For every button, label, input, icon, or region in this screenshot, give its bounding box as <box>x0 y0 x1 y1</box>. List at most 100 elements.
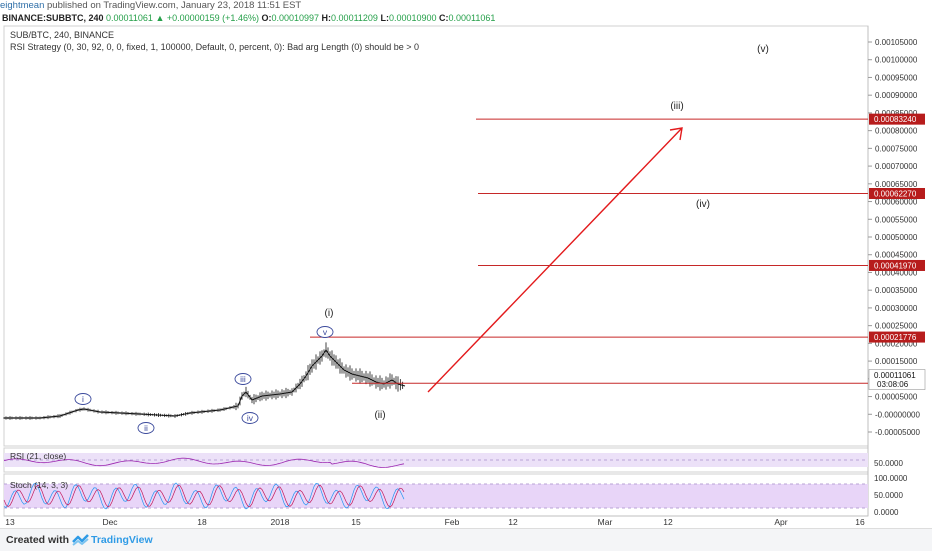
countdown-label-text: 03:08:06 <box>877 380 909 389</box>
x-tick-label-0: 13 <box>5 517 15 527</box>
x-tick-label-6: 12 <box>508 517 518 527</box>
tradingview-brand[interactable]: TradingView <box>91 534 153 546</box>
last-price-label-bg <box>868 369 926 390</box>
x-tick-label-7: Mar <box>598 517 613 527</box>
wave-label-4: v <box>323 327 328 337</box>
y-tick-label-0: 0.00105000 <box>875 38 918 47</box>
wave-circle-2 <box>234 373 252 385</box>
y-tick-label-5: 0.00080000 <box>875 127 918 136</box>
last-price-label-text: 0.00011061 <box>874 371 916 380</box>
y-tick-label-12: 0.00045000 <box>875 251 918 260</box>
symbol-info-bar: BINANCE:SUBBTC, 240 0.00011061 ▲ +0.0000… <box>2 12 495 24</box>
y-tick-label-21: -0.00000000 <box>875 410 920 419</box>
y-tick-label-16: 0.00025000 <box>875 322 918 331</box>
high-label: H: <box>321 13 332 23</box>
y-tick-label-11: 0.00050000 <box>875 233 918 242</box>
x-tick-label-4: 15 <box>351 517 361 527</box>
x-tick-label-1: Dec <box>102 517 118 527</box>
y-tick-label-22: -0.00005000 <box>875 428 920 437</box>
price-label-text-3: 0.00021776 <box>874 333 917 342</box>
wave-label-3: iv <box>247 413 254 423</box>
stoch-tick-100: 100.0000 <box>874 474 908 483</box>
created-with-text: Created with <box>6 534 70 546</box>
stoch-label: Stoch (14, 3, 3) <box>10 480 68 490</box>
open-value: 0.00010997 <box>271 13 320 23</box>
stoch-tick-0: 0.0000 <box>874 508 899 517</box>
wave-label-5: (i) <box>325 308 334 319</box>
stoch-k-line <box>3 482 405 510</box>
y-tick-label-17: 0.00020000 <box>875 339 918 348</box>
footer: Created with TradingView <box>0 528 932 551</box>
price-label-text-0: 0.00083240 <box>874 115 917 124</box>
rsi-label: RSI (21, close) <box>10 451 66 461</box>
last-price-text: 0.00011061 <box>106 13 153 23</box>
high-value: 0.00011209 <box>331 13 378 23</box>
author-link[interactable]: eightmean <box>0 0 45 11</box>
stoch-d-line <box>3 484 405 508</box>
pane-legend-strategy: RSI Strategy (0, 30, 92, 0, 0, fixed, 1,… <box>10 42 419 52</box>
x-tick-label-5: Feb <box>445 517 460 527</box>
y-tick-label-15: 0.00030000 <box>875 304 918 313</box>
price-labels: 0.00083240 0.00062270 0.00041970 0.00021776… <box>868 113 926 390</box>
close-value: 0.00011061 <box>448 13 496 23</box>
published-text: published on TradingView.com, January 23… <box>47 0 302 11</box>
y-tick-label-7: 0.00070000 <box>875 162 918 171</box>
close-label: C: <box>439 13 449 23</box>
y-tick-label-18: 0.00015000 <box>875 357 918 366</box>
y-tick-label-2: 0.00095000 <box>875 73 918 82</box>
y-tick-label-4: 0.00085000 <box>875 109 918 118</box>
price-chart[interactable]: SUB/BTC, 240, BINANCE RSI Strategy (0, 3… <box>0 0 932 528</box>
wave-label-1: ii <box>144 423 148 433</box>
wave-circle-3 <box>241 412 259 424</box>
y-tick-label-20: 0.00005000 <box>875 393 918 402</box>
wave-circle-4 <box>316 326 334 338</box>
projection-arrow-head <box>669 127 683 141</box>
projection-arrow <box>427 127 683 393</box>
change-up-icon: ▲ <box>155 13 165 23</box>
wave-label-2: iii <box>240 374 246 384</box>
tradingview-logo-icon <box>72 534 89 546</box>
symbol-name: BINANCE:SUBBTC, 240 <box>2 13 104 23</box>
wave-label-6: (ii) <box>374 410 385 421</box>
stoch-band <box>4 484 868 508</box>
y-tick-label-10: 0.00055000 <box>875 215 918 224</box>
low-label: L: <box>380 13 389 23</box>
price-series <box>3 342 406 420</box>
y-tick-label-3: 0.00090000 <box>875 91 918 100</box>
published-header: eightmean published on TradingView.com, … <box>0 0 932 12</box>
wave-label-7: (iii) <box>670 101 683 112</box>
price-label-bg-0 <box>869 113 925 125</box>
open-label: O: <box>261 13 272 23</box>
price-label-bg-2 <box>869 259 925 271</box>
rsi-tick: 50.0000 <box>874 459 903 468</box>
x-tick-label-9: Apr <box>774 517 787 527</box>
wave-label-9: (v) <box>757 44 769 55</box>
price-label-text-2: 0.00041970 <box>874 261 917 270</box>
stoch-tick-50: 50.0000 <box>874 491 903 500</box>
wave-label-0: i <box>82 394 84 404</box>
y-tick-label-13: 0.00040000 <box>875 268 918 277</box>
wave-circle-0 <box>74 393 92 405</box>
x-tick-label-10: 16 <box>855 517 865 527</box>
price-label-text-1: 0.00062270 <box>874 189 917 198</box>
rsi-line <box>3 457 405 468</box>
wave-circle-1 <box>137 422 155 434</box>
x-tick-label-3: 2018 <box>271 517 290 527</box>
time-axis-ticks: 13 Dec 18 2018 15 Feb 12 Mar 12 Apr 16 <box>5 517 865 527</box>
price-label-bg-1 <box>869 187 925 199</box>
pane-legend-symbol: SUB/BTC, 240, BINANCE <box>10 30 114 40</box>
y-tick-label-6: 0.00075000 <box>875 144 918 153</box>
y-tick-label-1: 0.00100000 <box>875 56 918 65</box>
y-tick-label-14: 0.00035000 <box>875 286 918 295</box>
change-text: +0.00000159 (+1.46%) <box>166 13 259 23</box>
wave-label-8: (iv) <box>696 199 710 210</box>
y-tick-label-8: 0.00065000 <box>875 180 918 189</box>
x-tick-label-2: 18 <box>197 517 207 527</box>
y-tick-label-9: 0.00060000 <box>875 198 918 207</box>
price-label-bg-3 <box>869 331 925 343</box>
low-value: 0.00010900 <box>388 13 437 23</box>
price-line <box>4 349 406 419</box>
x-tick-label-8: 12 <box>663 517 673 527</box>
horizontal-lines <box>310 118 868 384</box>
